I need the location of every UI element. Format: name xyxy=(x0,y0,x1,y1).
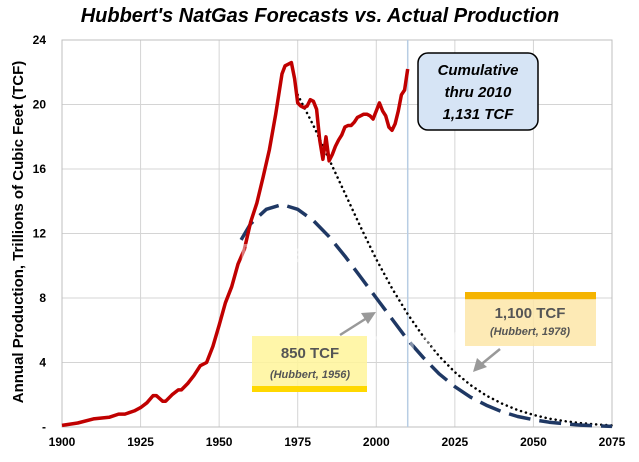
forecast-1978-value: 1,100 TCF xyxy=(495,305,566,322)
forecast-1978-source: (Hubbert, 1978) xyxy=(490,326,570,338)
forecast-1956-value: 850 TCF xyxy=(281,345,339,362)
chart-title: Hubbert's NatGas Forecasts vs. Actual Pr… xyxy=(81,5,560,27)
forecast-1956-label: 850 TCF (Hubbert, 1956) xyxy=(252,312,376,392)
forecast-1956-arrowhead xyxy=(361,312,376,324)
y-tick-label-2: 8 xyxy=(39,291,46,305)
y-tick-label-3: 12 xyxy=(33,227,47,241)
y-tick-label-5: 20 xyxy=(33,98,47,112)
x-tick-label-7: 2075 xyxy=(599,435,626,449)
x-tick-label-0: 1900 xyxy=(49,435,76,449)
x-tick-label-1: 1925 xyxy=(127,435,154,449)
series-line-hubbert1956 xyxy=(239,202,613,429)
series-line-actual xyxy=(61,60,410,428)
cumulative-box: Cumulative thru 2010 1,131 TCF xyxy=(417,52,539,131)
forecast-1978-label: 1,100 TCF (Hubbert, 1978) xyxy=(465,292,596,372)
y-tick-label-0: - xyxy=(42,420,46,434)
forecast-1956-source: (Hubbert, 1956) xyxy=(270,369,350,381)
cumulative-line-2: thru 2010 xyxy=(445,84,512,101)
x-tick-label-2: 1950 xyxy=(206,435,233,449)
series-line-hubbert1978 xyxy=(296,93,614,427)
forecast-1978-arrowhead xyxy=(473,358,487,372)
watermark-text-1: Protect xyxy=(240,238,330,268)
plot-border xyxy=(61,39,613,428)
x-tick-label-6: 2050 xyxy=(520,435,547,449)
x-tick-label-4: 2000 xyxy=(363,435,390,449)
cumulative-line-1: Cumulative xyxy=(438,62,519,79)
y-tick-label-6: 24 xyxy=(33,33,47,47)
y-axis-label: Annual Production, Trillions of Cubic Fe… xyxy=(10,61,27,404)
ticks: 1900 1925 1950 1975 2000 2025 2050 2075 - 4 8 12 16 2… xyxy=(33,33,626,449)
x-tick-label-5: 2025 xyxy=(442,435,469,449)
y-tick-label-1: 4 xyxy=(39,356,46,370)
x-tick-label-3: 1975 xyxy=(284,435,311,449)
y-tick-label-4: 16 xyxy=(33,162,47,176)
cumulative-line-3: 1,131 TCF xyxy=(443,106,515,123)
series-layer xyxy=(61,60,614,429)
